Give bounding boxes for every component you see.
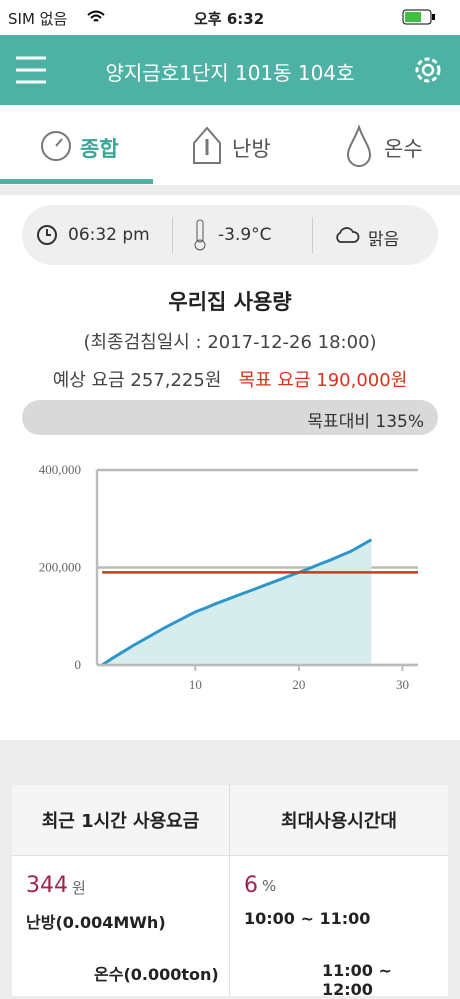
menu-button[interactable]: [16, 55, 48, 85]
tab-icon: [346, 125, 372, 167]
card: 최근 1시간 사용요금 344 원 난방(0.004MWh) 온수(0.000t…: [12, 785, 230, 996]
card-title: 최대사용시간대: [230, 785, 448, 856]
usage-title: 우리집 사용량: [168, 290, 292, 314]
tab-icon: [41, 131, 71, 161]
thermometer-icon: [194, 219, 206, 251]
card: 최대사용시간대 6 % 10:00 ~ 11:00 11:00 ~ 12:00: [230, 785, 448, 999]
card-unit: %: [262, 877, 277, 895]
usage-subtitle: (최종검침일시 : 2017-12-26 18:00): [83, 332, 377, 353]
clock: 오후 6:32: [194, 10, 265, 28]
header: 양지금호1단지 101동 104호: [0, 35, 460, 105]
carrier: SIM 없음: [8, 10, 68, 28]
usage-chart: 0 200,000 400,000 10 20 30: [39, 462, 418, 692]
card-line: 10:00 ~ 11:00: [244, 909, 371, 928]
wifi-icon: [87, 10, 105, 22]
x-tick-label: 20: [292, 677, 305, 692]
clock-icon: [37, 225, 57, 245]
divider: [172, 217, 173, 253]
temperature: -3.9°C: [218, 225, 272, 245]
status-bar: SIM 없음 오후 6:32: [0, 0, 460, 35]
header-title: 양지금호1단지 101동 104호: [105, 61, 355, 85]
weather-time: 06:32 pm: [68, 225, 150, 245]
usage-line: [101, 538, 373, 667]
fee-line: 예상 요금 257,225원 목표 요금 190,000원: [0, 366, 460, 392]
card-line: 난방(0.004MWh): [26, 913, 166, 932]
card-title: 최근 1시간 사용요금: [12, 785, 229, 856]
x-tick-label: 10: [189, 677, 202, 692]
settings-button[interactable]: [412, 54, 444, 86]
card-value: 6: [244, 873, 258, 898]
tab-indicator: [0, 179, 153, 184]
card-value: 344: [26, 873, 68, 898]
y-tick-label: 200,000: [39, 560, 81, 575]
card-line: 11:00 ~ 12:00: [322, 961, 392, 999]
card-line: 온수(0.000ton): [94, 965, 219, 984]
tab-bar: 종합 난방 온수: [0, 105, 460, 185]
tab[interactable]: 온수: [384, 137, 423, 161]
battery-icon: [402, 9, 435, 25]
cloud-icon: [336, 227, 360, 243]
tab-icon: [193, 126, 221, 164]
divider: [312, 217, 313, 253]
card-unit: 원: [72, 879, 86, 897]
progress-label: 목표대비 135%: [307, 412, 424, 432]
sky: 맑음: [368, 230, 400, 250]
progress-bar: 목표대비 135%: [22, 400, 438, 435]
expected-fee: 예상 요금 257,225원: [52, 370, 222, 391]
y-tick-label: 0: [75, 657, 82, 672]
target-fee: 목표 요금 190,000원: [238, 370, 408, 391]
y-tick-label: 400,000: [39, 462, 81, 477]
tab[interactable]: 난방: [232, 137, 271, 161]
summary-cards: 최근 1시간 사용요금 344 원 난방(0.004MWh) 온수(0.000t…: [12, 785, 448, 999]
tab[interactable]: 종합: [80, 137, 119, 161]
weather-bar: 06:32 pm -3.9°C 맑음: [22, 205, 438, 265]
x-tick-label: 30: [396, 677, 409, 692]
